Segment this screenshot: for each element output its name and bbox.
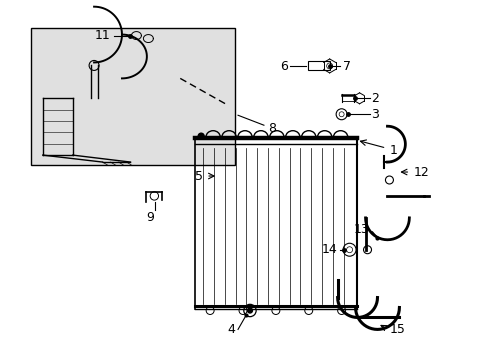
- Text: 2: 2: [371, 92, 379, 105]
- Text: 3: 3: [371, 108, 379, 121]
- Circle shape: [247, 308, 252, 313]
- Text: 7: 7: [342, 60, 350, 73]
- Text: 13: 13: [353, 223, 369, 236]
- Text: 6: 6: [280, 60, 287, 73]
- Bar: [307, 62, 329, 71]
- Text: 11: 11: [95, 29, 110, 42]
- Text: 9: 9: [146, 211, 154, 224]
- Text: 5: 5: [195, 170, 203, 183]
- Text: 8: 8: [267, 122, 275, 135]
- Text: 14: 14: [321, 243, 337, 256]
- Bar: [31, 28, 235, 165]
- Circle shape: [198, 133, 203, 139]
- Text: 12: 12: [412, 166, 428, 179]
- Text: 1: 1: [388, 144, 397, 157]
- Text: 15: 15: [388, 323, 405, 336]
- Text: 4: 4: [227, 323, 235, 336]
